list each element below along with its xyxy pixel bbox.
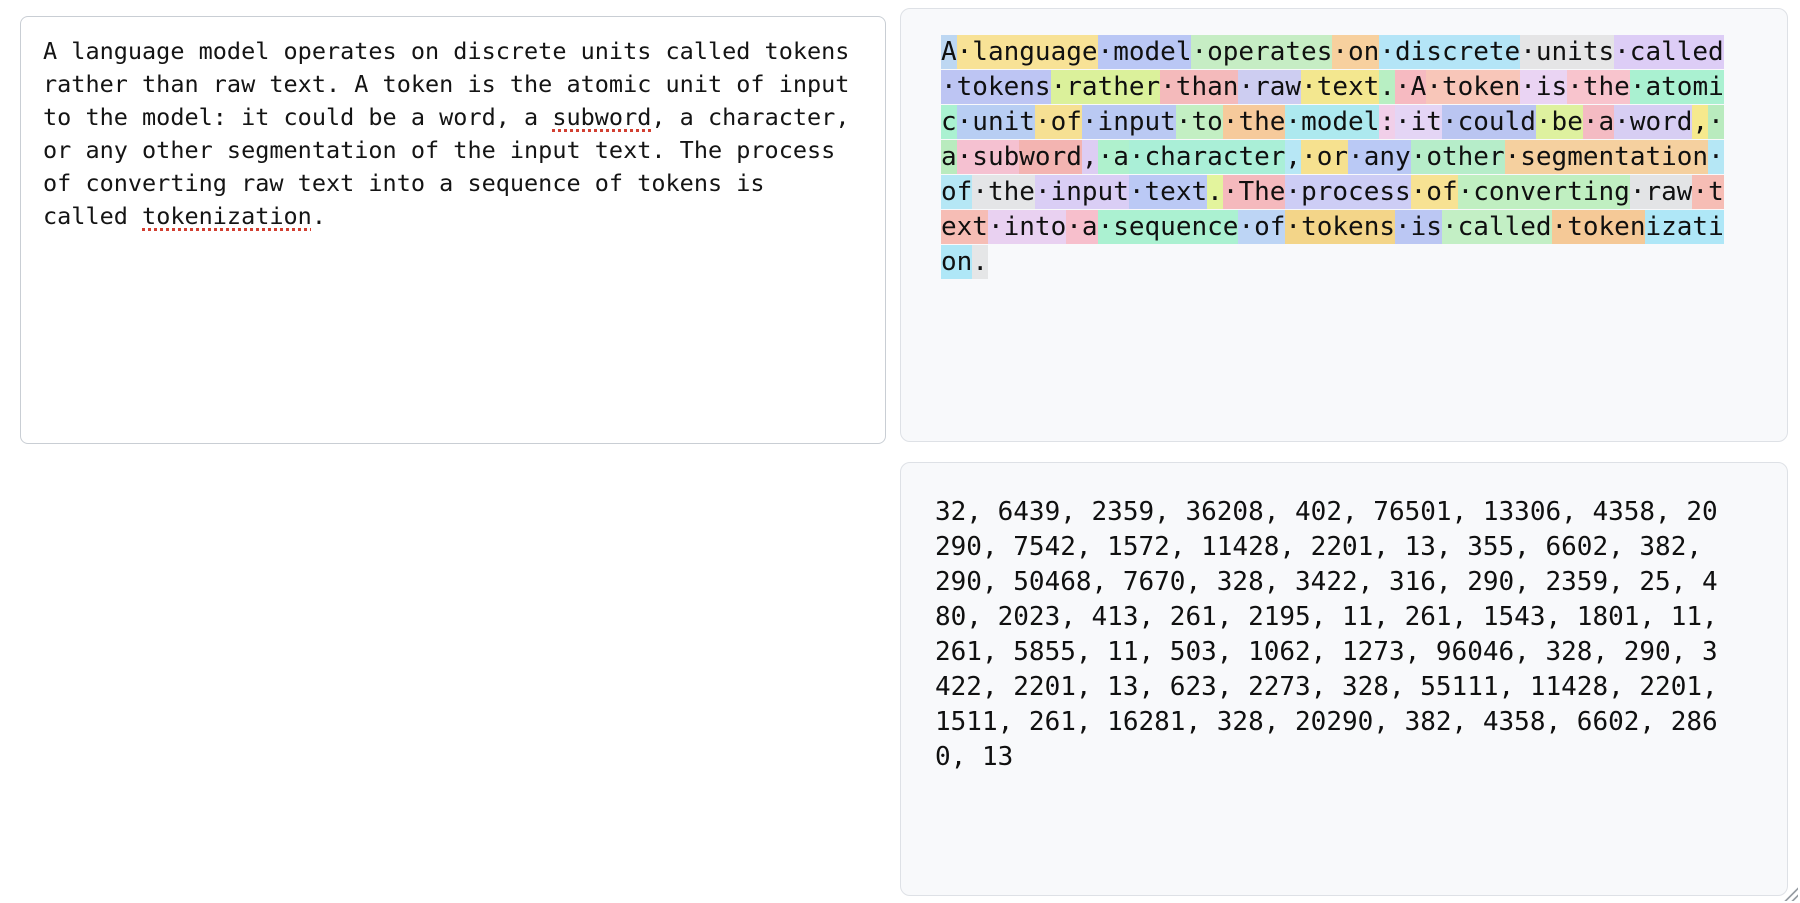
token: ·on — [1332, 35, 1380, 69]
token: ·raw — [1238, 70, 1302, 104]
token: ·a — [1582, 105, 1615, 139]
token-ids-panel: 32, 6439, 2359, 36208, 402, 76501, 13306… — [900, 462, 1788, 896]
token: ·the — [972, 175, 1035, 209]
token: . — [1207, 175, 1223, 209]
token: ·a — [1097, 140, 1129, 174]
token: ·token — [1551, 210, 1646, 244]
token: A — [941, 35, 957, 69]
token: ·text — [1301, 70, 1380, 104]
token: ·sequence — [1097, 210, 1239, 244]
token: ·language — [956, 35, 1098, 69]
token: ·called — [1441, 210, 1552, 244]
text-input[interactable]: A language model operates on discrete un… — [20, 16, 886, 444]
token: ·to — [1175, 105, 1223, 139]
token: ·operates — [1191, 35, 1333, 69]
token: ·the — [1222, 105, 1286, 139]
editor-text-segment: , a character, or any other segmentation… — [43, 103, 850, 230]
token: ·input — [1081, 105, 1176, 139]
token: ·token — [1426, 70, 1521, 104]
token: ·units — [1520, 35, 1615, 69]
token: ·or — [1301, 140, 1349, 174]
token: ·character — [1128, 140, 1286, 174]
token: , — [1081, 140, 1098, 174]
token: ·word — [1614, 105, 1693, 139]
editor-text-segment: . — [311, 202, 326, 230]
token: ·converting — [1457, 175, 1630, 209]
token: ·model — [1097, 35, 1192, 69]
token: ·sub — [956, 140, 1020, 174]
token: ·called — [1614, 35, 1724, 69]
token: ·into — [987, 210, 1067, 244]
token: : — [1379, 105, 1395, 139]
token: ·of — [1410, 175, 1458, 209]
token-visualization-panel: A·language·model·operates·on·discrete·un… — [900, 8, 1788, 442]
token: ·A — [1395, 70, 1427, 104]
token: ·any — [1348, 140, 1411, 174]
token: ·model — [1285, 105, 1380, 139]
token: word — [1019, 140, 1082, 174]
token: ·discrete — [1379, 35, 1521, 69]
tokenized-text: A·language·model·operates·on·discrete·un… — [941, 35, 1731, 280]
token: . — [1379, 70, 1395, 104]
misspelled-word: subword — [552, 103, 652, 131]
token: ·tokens — [1285, 210, 1395, 244]
token: ·input — [1034, 175, 1129, 209]
editor-text-segment: A language model operates on discrete un… — [43, 37, 850, 131]
token: ·is — [1520, 70, 1568, 104]
token: ·it — [1395, 105, 1442, 139]
token: ·unit — [956, 105, 1035, 139]
token: ·other — [1410, 140, 1505, 174]
token: ·could — [1441, 105, 1536, 139]
token: ·than — [1160, 70, 1239, 104]
token: ·text — [1128, 175, 1208, 209]
token: ·is — [1395, 210, 1442, 244]
token: ·a — [1066, 210, 1098, 244]
token: ·tokens — [941, 70, 1051, 104]
token: ·be — [1535, 105, 1583, 139]
token: ·segmentation — [1504, 140, 1709, 174]
token: ·of — [1034, 105, 1082, 139]
token: ·the — [1567, 70, 1630, 104]
token: ·of — [1238, 210, 1286, 244]
token: ·process — [1285, 175, 1411, 209]
token: ·The — [1222, 175, 1286, 209]
token: ·raw — [1629, 175, 1693, 209]
token: . — [972, 245, 988, 279]
token-ids-text: 32, 6439, 2359, 36208, 402, 76501, 13306… — [935, 497, 1718, 772]
token: , — [1692, 105, 1709, 139]
token: ·rather — [1050, 70, 1161, 104]
misspelled-word: tokenization — [142, 202, 312, 230]
token: , — [1285, 140, 1302, 174]
